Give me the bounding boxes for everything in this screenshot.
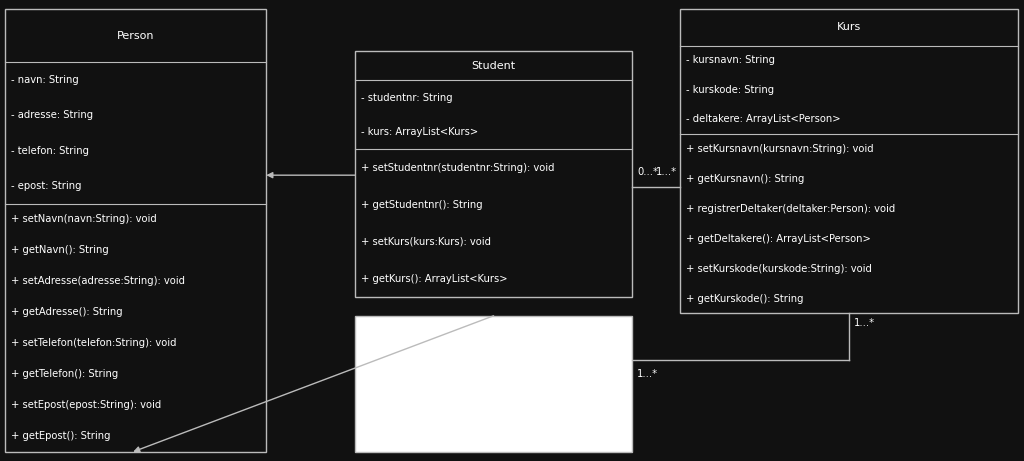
Text: + getTelefon(): String: + getTelefon(): String xyxy=(11,369,119,379)
Bar xyxy=(680,9,1018,313)
Bar xyxy=(355,316,632,452)
Text: - kurs: ArrayList<Kurs>: - kurs: ArrayList<Kurs> xyxy=(361,127,478,137)
Text: - telefon: String: - telefon: String xyxy=(11,146,89,156)
Text: 1...*: 1...* xyxy=(637,369,658,379)
Text: - kursnavn: String: - kursnavn: String xyxy=(686,55,775,65)
Text: + getDeltakere(): ArrayList<Person>: + getDeltakere(): ArrayList<Person> xyxy=(686,234,870,244)
Text: - navn: String: - navn: String xyxy=(11,75,79,85)
Text: 1...*: 1...* xyxy=(854,318,876,328)
Text: + registrerDeltaker(deltaker:Person): void: + registrerDeltaker(deltaker:Person): vo… xyxy=(686,204,895,214)
Text: + getEpost(): String: + getEpost(): String xyxy=(11,431,111,441)
Text: 0...*: 0...* xyxy=(637,166,658,177)
Text: + setNavn(navn:String): void: + setNavn(navn:String): void xyxy=(11,214,157,225)
Text: - studentnr: String: - studentnr: String xyxy=(361,93,453,102)
Text: + getKurskode(): String: + getKurskode(): String xyxy=(686,294,804,303)
Text: Kurs: Kurs xyxy=(837,23,861,32)
Text: - deltakere: ArrayList<Person>: - deltakere: ArrayList<Person> xyxy=(686,114,841,124)
Text: + setKurs(kurs:Kurs): void: + setKurs(kurs:Kurs): void xyxy=(361,237,492,247)
Text: - adresse: String: - adresse: String xyxy=(11,111,93,120)
Text: + getNavn(): String: + getNavn(): String xyxy=(11,245,109,255)
Text: - epost: String: - epost: String xyxy=(11,181,82,191)
Bar xyxy=(355,51,632,297)
Text: + getStudentnr(): String: + getStudentnr(): String xyxy=(361,200,483,210)
Text: + setTelefon(telefon:String): void: + setTelefon(telefon:String): void xyxy=(11,338,177,349)
Text: + getAdresse(): String: + getAdresse(): String xyxy=(11,307,123,317)
Text: + setKursnavn(kursnavn:String): void: + setKursnavn(kursnavn:String): void xyxy=(686,144,873,154)
Text: + setKurskode(kurskode:String): void: + setKurskode(kurskode:String): void xyxy=(686,264,872,273)
Text: + setEpost(epost:String): void: + setEpost(epost:String): void xyxy=(11,400,162,410)
Text: + getKursnavn(): String: + getKursnavn(): String xyxy=(686,174,805,184)
Text: 1...*: 1...* xyxy=(655,166,677,177)
Text: Person: Person xyxy=(117,31,155,41)
Text: + setAdresse(adresse:String): void: + setAdresse(adresse:String): void xyxy=(11,277,185,286)
Text: + setStudentnr(studentnr:String): void: + setStudentnr(studentnr:String): void xyxy=(361,163,555,173)
Text: - kurskode: String: - kurskode: String xyxy=(686,85,774,95)
Bar xyxy=(5,9,266,452)
Text: + getKurs(): ArrayList<Kurs>: + getKurs(): ArrayList<Kurs> xyxy=(361,274,508,284)
Text: Student: Student xyxy=(471,60,516,71)
